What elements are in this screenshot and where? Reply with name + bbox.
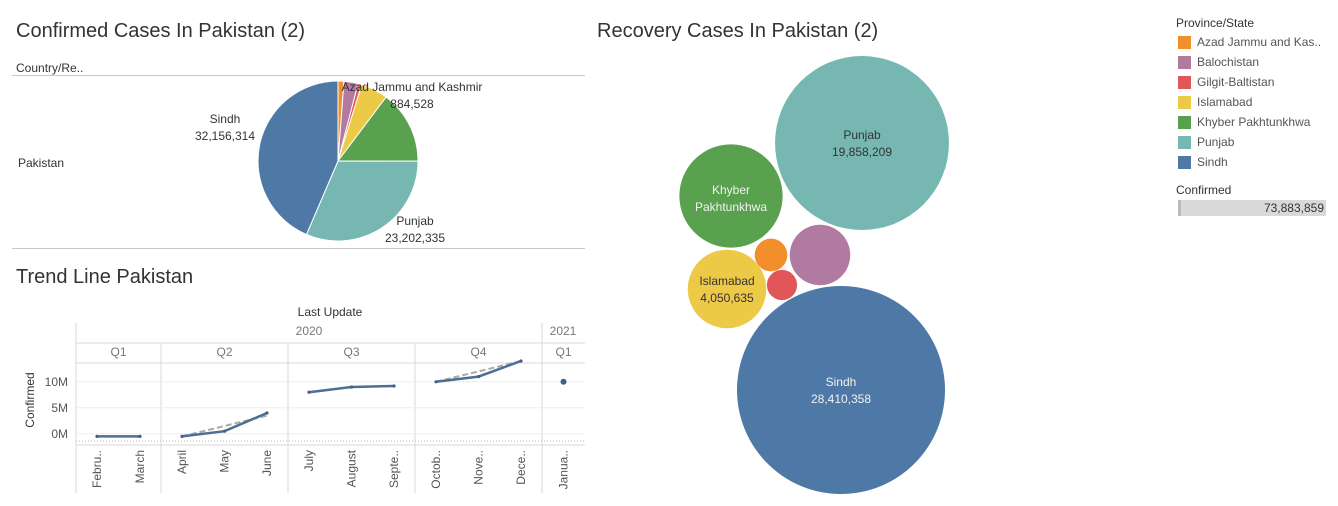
bubble-label-name: Pakhtunkhwa: [695, 200, 767, 214]
bubble[interactable]: [789, 224, 851, 286]
y-tick-label: 0M: [51, 427, 68, 441]
pie-label-name: Sindh: [210, 112, 241, 126]
pie-label-value: 32,156,314: [195, 129, 255, 143]
legend-label: Punjab: [1197, 135, 1235, 149]
pie-label-name: Azad Jammu and Kashmir: [342, 80, 483, 94]
pie-slice[interactable]: [257, 80, 339, 236]
series-point[interactable]: [434, 380, 438, 384]
legend-label: Balochistan: [1197, 55, 1260, 69]
recovery-chart-title: Recovery Cases In Pakistan (2): [597, 20, 879, 42]
month-label: Octob..: [429, 450, 443, 489]
month-label: Septe..: [387, 450, 401, 488]
size-legend-value: 73,883,859: [1263, 201, 1324, 215]
legend-item[interactable]: Islamabad: [1178, 94, 1252, 110]
bubble-label-name: Sindh: [826, 375, 857, 389]
pie-bottom-divider: [12, 248, 585, 249]
legend-label: Azad Jammu and Kas..: [1197, 35, 1322, 49]
size-legend-title: Confirmed: [1176, 183, 1232, 197]
trend-x-axis-title: Last Update: [298, 305, 363, 319]
series-point[interactable]: [95, 434, 99, 438]
pie-slice[interactable]: [305, 160, 419, 242]
series-point[interactable]: [560, 378, 567, 385]
legend-swatch: [1178, 95, 1191, 109]
quarter-label: Q2: [216, 345, 232, 359]
legend-item[interactable]: Gilgit-Baltistan: [1178, 74, 1274, 90]
month-label: April: [175, 450, 189, 474]
pie-label-value: 23,202,335: [385, 231, 445, 245]
bubble-label-value: 4,050,635: [700, 291, 754, 305]
month-label: Febru..: [90, 450, 104, 488]
year-label: 2020: [296, 324, 323, 338]
bubble[interactable]: [687, 249, 767, 329]
confirmed-chart-title: Confirmed Cases In Pakistan (2): [16, 20, 306, 42]
bubble-label-value: 19,858,209: [832, 145, 892, 159]
year-label: 2021: [550, 324, 577, 338]
month-label: July: [302, 450, 316, 471]
confirmed-pie-chart: Azad Jammu and Kashmir 884,528 Punjab 23,20…: [195, 80, 483, 245]
y-tick-label: 5M: [51, 401, 68, 415]
legend-label: Islamabad: [1197, 95, 1253, 109]
pie-slice[interactable]: [336, 96, 419, 162]
legend-item[interactable]: Sindh: [1178, 154, 1228, 170]
legend-label: Gilgit-Baltistan: [1197, 75, 1275, 89]
trend-line: [435, 360, 522, 383]
quarter-label: Q1: [110, 345, 126, 359]
legend-item[interactable]: Azad Jammu and Kas..: [1178, 34, 1321, 50]
legend-swatch: [1178, 55, 1191, 69]
country-header: Country/Re..: [16, 61, 84, 75]
pie-label-name: Punjab: [396, 214, 434, 228]
quarter-label: Q1: [555, 345, 571, 359]
legend-label: Khyber Pakhtunkhwa: [1197, 115, 1311, 129]
bubble-label-name: Islamabad: [699, 274, 754, 288]
pie-label-value: 884,528: [390, 97, 434, 111]
bubble[interactable]: [737, 286, 945, 494]
month-label: Janua..: [557, 450, 571, 489]
bubble-label-name: Punjab: [843, 128, 881, 142]
country-value: Pakistan: [18, 156, 65, 170]
legend-label: Sindh: [1197, 155, 1228, 169]
month-label: Dece..: [514, 450, 528, 485]
bubble[interactable]: [766, 269, 798, 301]
legend-swatch: [1178, 75, 1191, 89]
legend-swatch: [1178, 155, 1191, 169]
series-point[interactable]: [392, 384, 396, 388]
legend-item[interactable]: Balochistan: [1178, 54, 1259, 70]
recovery-bubble-chart: Punjab 19,858,209 Khyber Pakhtunkhwa Islamab…: [679, 56, 949, 494]
bubble-label-name: Khyber: [712, 183, 750, 197]
size-legend-bar: 73,883,859: [1178, 200, 1326, 216]
quarter-label: Q4: [470, 345, 486, 359]
month-label: August: [345, 449, 359, 487]
bubble-label-value: 28,410,358: [811, 392, 871, 406]
bubble[interactable]: [775, 56, 949, 230]
series-point[interactable]: [519, 359, 523, 363]
series-point[interactable]: [180, 434, 184, 438]
legend-swatch: [1178, 135, 1191, 149]
legend-swatch: [1178, 35, 1191, 49]
trend-y-axis-title: Confirmed: [23, 372, 37, 427]
legend-swatch: [1178, 115, 1191, 129]
header-divider: [12, 75, 585, 76]
series-point[interactable]: [138, 434, 142, 438]
legend-item[interactable]: Khyber Pakhtunkhwa: [1178, 114, 1310, 130]
series-point[interactable]: [476, 375, 481, 379]
month-label: June: [260, 450, 274, 476]
legend-title: Province/State: [1176, 16, 1255, 30]
series-point[interactable]: [265, 411, 269, 415]
series-point[interactable]: [307, 390, 311, 394]
month-label: March: [133, 450, 147, 483]
month-label: May: [218, 450, 232, 473]
legend-item[interactable]: Punjab: [1178, 134, 1234, 150]
bubble[interactable]: [679, 144, 783, 248]
series-point[interactable]: [222, 429, 227, 433]
series-point[interactable]: [349, 385, 354, 389]
trend-chart-title: Trend Line Pakistan: [16, 266, 194, 288]
y-tick-label: 10M: [45, 375, 68, 389]
trend-line-chart: Last Update 2020 2021 Q1 Q2 Q3 Q4 Q1 0M 5M 10M Conf…: [23, 305, 585, 493]
bubble[interactable]: [754, 238, 788, 272]
month-label: Nove..: [472, 450, 486, 485]
quarter-label: Q3: [343, 345, 359, 359]
